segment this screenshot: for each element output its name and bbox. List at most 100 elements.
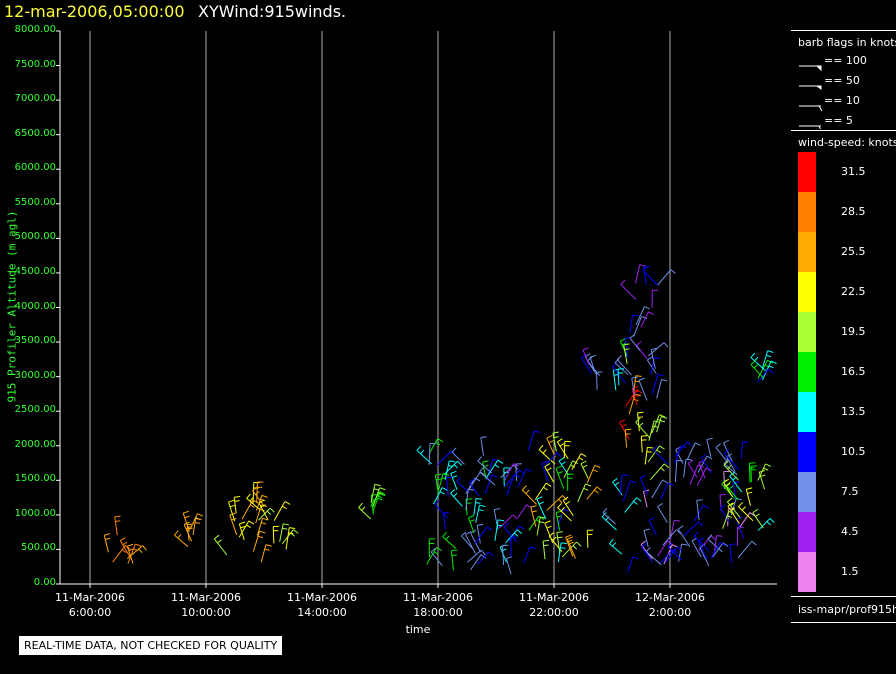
wind-barb: [596, 371, 603, 390]
x-tick-date: 11-Mar-2006: [55, 591, 125, 604]
y-tick-label: 1500.00: [14, 473, 56, 485]
wind-barb: [624, 497, 642, 513]
wind-barb: [647, 342, 669, 357]
y-tick-label: 3000.00: [14, 369, 56, 381]
wind-barb: [555, 510, 563, 531]
wind-barb: [450, 488, 463, 507]
wind-barb: [504, 463, 520, 481]
wind-barb: [677, 525, 691, 548]
wind-barb: [536, 516, 547, 536]
colorbar-label: 4.5: [841, 525, 859, 538]
barb-legend-icons: [799, 65, 823, 130]
wind-barb: [729, 471, 743, 493]
x-tick-time: 22:00:00: [529, 606, 579, 619]
wind-barb: [442, 511, 450, 530]
wind-barb: [629, 314, 639, 334]
barb-legend-title: barb flags in knots: [798, 36, 896, 49]
x-tick-time: 14:00:00: [297, 606, 347, 619]
colorbar-swatch: [798, 472, 816, 512]
wind-barb: [589, 354, 597, 375]
wind-barb: [428, 538, 436, 558]
wind-barb: [648, 420, 660, 441]
wind-barb: [451, 447, 465, 465]
wind-barb: [674, 445, 687, 464]
y-tick-label: 6500.00: [14, 127, 56, 139]
wind-barb: [528, 515, 545, 531]
wind-barb: [629, 333, 641, 352]
colorbar-label: 1.5: [841, 565, 859, 578]
wind-barb: [192, 518, 202, 535]
wind-barb: [450, 549, 458, 571]
wind-barb: [571, 453, 587, 470]
wind-barb: [446, 476, 453, 497]
legend-divider: [791, 596, 896, 597]
wind-barb: [735, 516, 745, 539]
wind-barb: [467, 515, 475, 534]
wind-barb: [697, 455, 713, 473]
wind-barb: [723, 439, 733, 463]
wind-barb: [238, 521, 246, 540]
wind-barb: [693, 504, 709, 522]
colorbar-swatch: [798, 312, 816, 352]
wind-barb: [246, 493, 261, 511]
barb-legend-label: == 10: [824, 94, 860, 107]
wind-barb: [476, 523, 484, 544]
wind-barb: [556, 438, 569, 460]
wind-barb: [241, 499, 259, 520]
wind-barb: [656, 416, 668, 433]
wind-barb: [536, 496, 547, 520]
wind-barb: [651, 373, 664, 396]
barb-icon: [799, 85, 822, 90]
wind-barb: [126, 543, 134, 564]
wind-barb: [723, 448, 740, 471]
wind-barb: [641, 542, 653, 563]
wind-barb: [748, 462, 756, 483]
wind-barb: [651, 289, 659, 308]
colorbar-swatch: [798, 512, 816, 552]
wind-barb: [619, 474, 629, 496]
wind-barb: [542, 539, 550, 560]
x-tick-time: 2:00:00: [648, 606, 692, 619]
wind-barb: [582, 347, 590, 366]
wind-barb: [480, 436, 487, 456]
wind-barb: [640, 435, 648, 453]
wind-barb: [757, 518, 775, 531]
wind-barb: [174, 530, 189, 548]
colorbar-label: 7.5: [841, 485, 859, 498]
wind-barb: [461, 531, 474, 550]
colorbar-swatch: [798, 552, 816, 592]
wind-barb: [563, 460, 579, 479]
wind-barb: [662, 529, 682, 546]
x-tick-time: 10:00:00: [181, 606, 231, 619]
colorbar-label: 13.5: [841, 405, 866, 418]
wind-barb: [720, 504, 730, 523]
wind-barb: [723, 470, 730, 489]
wind-barb: [186, 523, 194, 541]
y-tick-label: 7000.00: [14, 93, 56, 105]
wind-barb: [468, 471, 486, 490]
wind-barb: [258, 499, 269, 520]
x-tick-label: 11-Mar-2006 22:00:00: [509, 590, 599, 620]
wind-barb: [587, 356, 601, 376]
wind-barb: [503, 522, 518, 543]
wind-barb: [272, 525, 280, 544]
wind-barb: [601, 512, 617, 531]
colorbar-swatch: [798, 392, 816, 432]
wind-barb: [620, 279, 637, 300]
wind-barb: [644, 446, 654, 465]
wind-barb: [649, 463, 670, 480]
wind-barb: [260, 544, 272, 563]
wind-barb: [750, 465, 757, 482]
chart-datetime: 12-mar-2006,05:00:00: [4, 2, 185, 21]
wind-barb: [474, 526, 493, 544]
wind-barb: [465, 488, 475, 511]
wind-barb: [521, 485, 537, 505]
wind-barb: [372, 487, 386, 507]
wind-barb: [433, 487, 448, 505]
y-tick-label: 5000.00: [14, 231, 56, 243]
wind-barb: [745, 487, 753, 506]
wind-barb: [706, 437, 713, 458]
wind-barb: [740, 441, 749, 459]
wind-barb: [757, 368, 774, 383]
wind-barb: [552, 431, 559, 452]
